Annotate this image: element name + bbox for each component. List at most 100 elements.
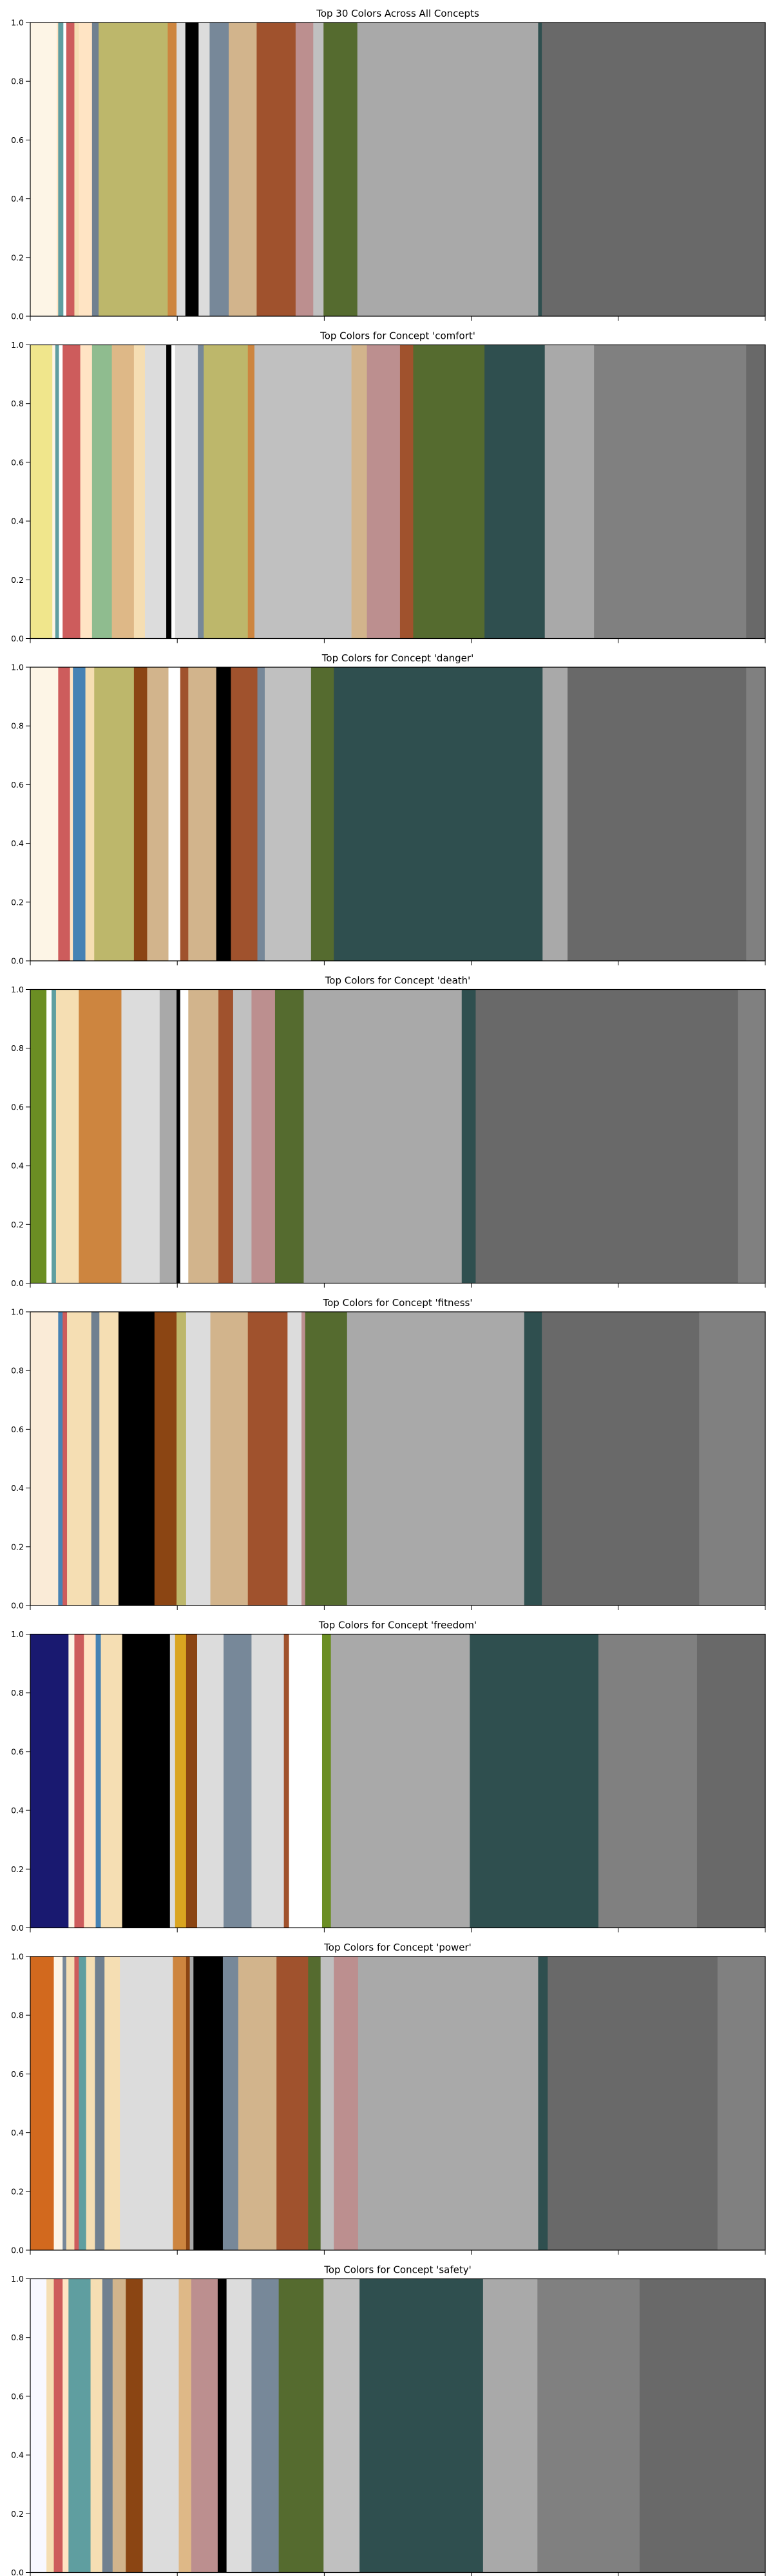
color-segment xyxy=(144,345,167,639)
y-tick-label: 1.0 xyxy=(11,1629,24,1639)
y-tick-label: 0.2 xyxy=(11,575,24,585)
color-segment xyxy=(90,2278,103,2573)
y-tick-label: 0.0 xyxy=(11,1923,24,1933)
color-segment xyxy=(177,989,181,1283)
color-segment xyxy=(233,989,253,1283)
color-segment xyxy=(351,345,368,639)
color-segment xyxy=(62,2278,69,2573)
y-tick-label: 0.6 xyxy=(11,457,24,467)
color-segment xyxy=(175,345,198,639)
color-segment xyxy=(67,1312,92,1605)
color-segment xyxy=(55,345,60,639)
color-segment xyxy=(66,23,75,316)
color-segment xyxy=(198,345,204,639)
axes-frame xyxy=(30,22,766,317)
color-segment xyxy=(274,989,305,1283)
color-segment xyxy=(359,2278,484,2573)
y-tick-label: 0.8 xyxy=(11,721,24,731)
color-segment xyxy=(99,23,100,316)
y-tick-label: 1.0 xyxy=(11,663,24,672)
color-segment xyxy=(524,1312,542,1605)
chart-panel-6: Top Colors for Concept 'power' 0.0 0.2 0.4 0… xyxy=(11,1942,766,2255)
color-segment xyxy=(147,667,169,961)
color-segment xyxy=(159,989,177,1283)
y-tick-label: 0.8 xyxy=(11,77,24,86)
color-segment xyxy=(30,667,59,961)
color-segment xyxy=(70,667,73,961)
y-tick-label: 0.0 xyxy=(11,2246,24,2255)
color-segment xyxy=(133,345,146,639)
color-segment xyxy=(229,23,258,316)
color-segment xyxy=(484,345,546,639)
color-segment xyxy=(52,989,57,1283)
color-segment xyxy=(358,1956,539,2250)
y-tick-label: 1.0 xyxy=(11,985,24,994)
y-tick-label: 0.0 xyxy=(11,1601,24,1611)
color-segment xyxy=(120,1956,173,2250)
color-segment xyxy=(102,2278,113,2573)
color-segment xyxy=(185,23,199,316)
color-segment xyxy=(171,345,176,639)
y-tick-label: 0.6 xyxy=(11,1747,24,1756)
color-segment xyxy=(142,2278,180,2573)
y-tick-label: 0.0 xyxy=(11,312,24,321)
color-segment xyxy=(112,2278,126,2573)
color-segment xyxy=(717,1956,766,2250)
color-segment xyxy=(699,1312,766,1605)
color-segment xyxy=(334,1956,359,2250)
y-tick-label: 1.0 xyxy=(11,18,24,28)
chart-panel-4: Top Colors for Concept 'fitness' 0.0 0.2 0.… xyxy=(11,1297,766,1611)
color-segment xyxy=(305,1312,348,1605)
color-segment xyxy=(79,989,122,1283)
chart-panel-5: Top Colors for Concept 'freedom' 0.0 0.2 0.… xyxy=(11,1620,766,1933)
color-segment xyxy=(86,1956,96,2250)
color-segment xyxy=(186,1956,191,2250)
color-segment xyxy=(320,1956,334,2250)
color-segment xyxy=(166,345,172,639)
color-segment xyxy=(79,1956,87,2250)
color-segment xyxy=(278,2278,324,2573)
color-segment xyxy=(746,345,766,639)
color-segment xyxy=(30,1634,69,1928)
chart-title: Top Colors for Concept 'fitness' xyxy=(323,1297,473,1309)
color-segment xyxy=(73,667,86,961)
color-segment xyxy=(58,1312,63,1605)
color-segment xyxy=(323,23,358,316)
color-segment xyxy=(99,23,168,316)
color-segment xyxy=(53,2278,63,2573)
color-segment xyxy=(310,667,334,961)
chart-title: Top Colors for Concept 'danger' xyxy=(321,652,473,664)
color-segment xyxy=(287,1312,302,1605)
color-segment xyxy=(57,23,59,316)
chart-title: Top 30 Colors Across All Concepts xyxy=(316,8,479,19)
y-tick-label: 0.2 xyxy=(11,252,24,262)
y-tick-label: 0.6 xyxy=(11,2391,24,2401)
color-segment xyxy=(538,23,542,316)
color-segment xyxy=(59,345,63,639)
color-segment xyxy=(91,1312,100,1605)
color-segment xyxy=(62,1312,68,1605)
color-segment xyxy=(197,1634,224,1928)
chart-title: Top Colors for Concept 'safety' xyxy=(323,2264,472,2276)
color-segment xyxy=(30,1312,59,1605)
color-segment xyxy=(68,2278,91,2573)
color-segment xyxy=(210,1312,249,1605)
y-tick-label: 0.4 xyxy=(11,516,24,526)
color-segment xyxy=(301,1312,306,1605)
color-segment xyxy=(126,2278,144,2573)
color-segment xyxy=(639,2278,766,2573)
color-segment xyxy=(193,1956,224,2250)
color-segment xyxy=(198,23,211,316)
axes-frame xyxy=(30,1311,766,1606)
color-segment xyxy=(53,1956,63,2250)
color-segment xyxy=(251,2278,280,2573)
color-segment xyxy=(537,2278,640,2573)
y-tick-label: 0.8 xyxy=(11,399,24,408)
color-segment xyxy=(177,1312,187,1605)
color-segment xyxy=(178,2278,192,2573)
color-segment xyxy=(399,345,414,639)
color-segment xyxy=(30,1956,55,2250)
chart-title: Top Colors for Concept 'death' xyxy=(325,975,471,987)
color-segment xyxy=(62,1956,67,2250)
color-segment xyxy=(738,989,766,1283)
